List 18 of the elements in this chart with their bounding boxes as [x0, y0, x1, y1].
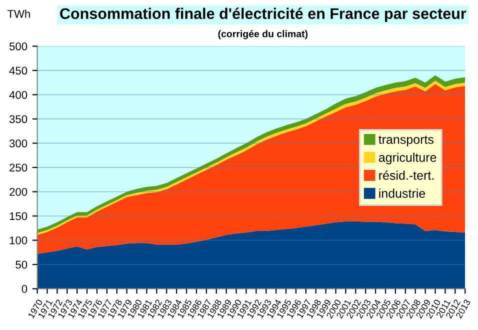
chart-subtitle: (corrigée du climat) — [218, 30, 308, 40]
series-label: transports — [378, 136, 434, 146]
series-label: agriculture — [378, 152, 436, 164]
y-tick-label: 200 — [10, 188, 28, 196]
y-tick-label: 450 — [9, 66, 28, 75]
y-tick-label: 0 — [22, 285, 28, 293]
y-tick-label: 350 — [9, 115, 28, 124]
legend-label: industrie — [379, 188, 426, 198]
y-tick-label: 100 — [10, 236, 28, 244]
y-tick-label: 50 — [16, 260, 28, 269]
y-tick-label: 400 — [9, 90, 28, 99]
y-tick-label: 300 — [9, 139, 28, 148]
y-tick-label: 150 — [10, 212, 28, 220]
y-tick-label: 500 — [9, 42, 28, 50]
y-tick-label: 250 — [10, 164, 28, 172]
series-label: résid.-tert. — [379, 170, 434, 180]
chart-title: Consommation finale d'électricité en France par secteur — [60, 8, 466, 22]
y-axis-title: TWh — [7, 10, 30, 18]
